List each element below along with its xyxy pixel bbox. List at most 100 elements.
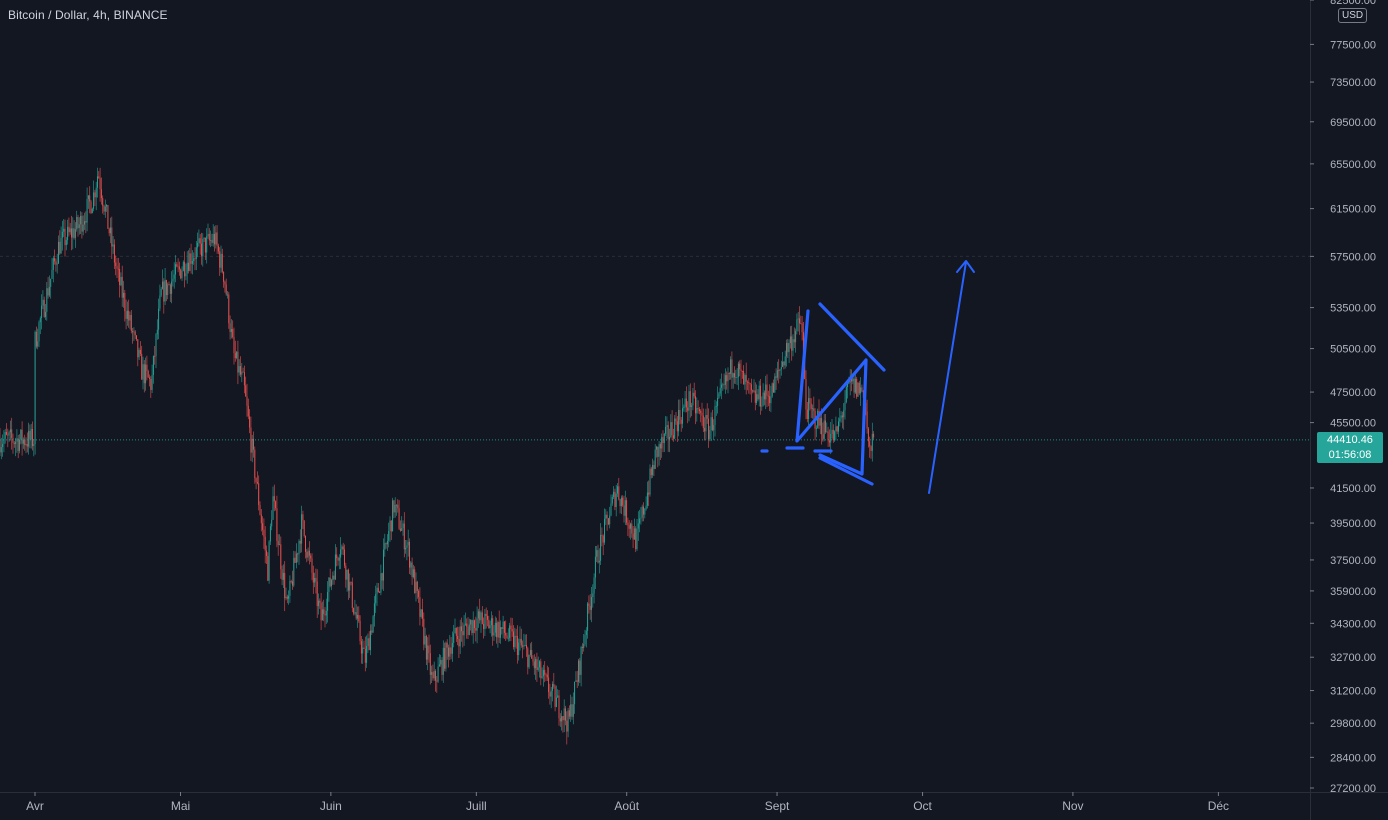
candle <box>52 255 54 283</box>
candle <box>85 211 87 234</box>
candle <box>211 233 213 247</box>
candle <box>754 382 756 411</box>
candle <box>367 633 369 653</box>
candle <box>544 661 546 683</box>
candle <box>82 215 84 236</box>
candle <box>275 500 277 511</box>
candle <box>783 360 785 370</box>
candle <box>548 667 550 699</box>
candle <box>216 225 218 254</box>
candle <box>536 652 538 682</box>
candle <box>181 266 183 281</box>
price-tick-label: 50500.00 <box>1330 344 1376 356</box>
candle <box>835 416 837 441</box>
candle <box>124 289 126 322</box>
candle <box>693 382 695 399</box>
candle <box>516 625 518 664</box>
candle <box>403 512 405 558</box>
candle <box>588 595 590 614</box>
candle <box>266 545 267 564</box>
candle <box>290 579 292 584</box>
candle <box>792 334 794 357</box>
candle <box>435 669 436 692</box>
candle <box>401 516 403 531</box>
candle <box>609 506 611 529</box>
candle <box>193 252 195 265</box>
candle <box>314 572 316 588</box>
candle <box>2 434 4 457</box>
candle <box>256 471 258 485</box>
candle <box>87 195 89 209</box>
candle <box>602 534 604 556</box>
candle <box>585 627 587 648</box>
candle <box>177 258 179 273</box>
candle <box>678 399 680 437</box>
candle <box>345 562 347 588</box>
candle <box>17 434 19 459</box>
candle <box>225 278 227 296</box>
candle <box>454 618 456 634</box>
candle <box>115 255 117 276</box>
candle <box>81 212 83 239</box>
candle <box>420 608 422 619</box>
candle <box>529 643 531 657</box>
candle <box>761 396 763 411</box>
candle <box>28 422 30 455</box>
candle <box>136 335 137 341</box>
candle <box>112 236 114 254</box>
candle <box>765 375 767 410</box>
candle <box>237 340 239 385</box>
last-price-tag: 44410.46 01:56:08 <box>1317 431 1383 463</box>
candle <box>320 592 322 630</box>
price-tick-label: 57500.00 <box>1330 251 1376 263</box>
candle <box>705 408 707 440</box>
candle <box>775 368 777 390</box>
candle <box>620 495 622 515</box>
candle <box>809 388 811 411</box>
candle <box>567 707 569 738</box>
candle <box>4 428 6 444</box>
price-tick-label: 73500.00 <box>1330 77 1376 89</box>
candle <box>178 261 180 276</box>
candle <box>519 626 521 651</box>
price-tick-label: 35900.00 <box>1330 586 1376 598</box>
candle <box>392 497 394 532</box>
candle <box>661 433 663 458</box>
candle <box>73 220 75 240</box>
candle <box>350 581 352 586</box>
candle <box>796 313 798 335</box>
candle <box>436 675 438 693</box>
candle <box>376 582 378 606</box>
candle <box>844 390 846 420</box>
candle <box>654 444 656 470</box>
candle <box>619 498 621 514</box>
candle <box>657 446 659 468</box>
candle <box>268 540 270 584</box>
candle <box>286 594 288 604</box>
month-label: Avr <box>26 799 44 813</box>
candle <box>102 195 104 214</box>
currency-badge[interactable]: USD <box>1338 8 1368 23</box>
candle <box>318 593 319 615</box>
candle <box>68 217 70 237</box>
candle <box>479 598 481 624</box>
candle <box>691 402 693 417</box>
candle <box>493 625 495 641</box>
candle <box>212 224 214 247</box>
month-label: Déc <box>1208 799 1229 813</box>
candle <box>474 619 475 634</box>
candle <box>227 291 228 299</box>
candle <box>845 383 847 404</box>
candle <box>784 350 786 369</box>
candle <box>399 520 401 532</box>
candle <box>303 520 305 538</box>
candle <box>419 587 421 626</box>
candle <box>570 694 572 722</box>
candle <box>33 439 35 457</box>
candle <box>281 565 283 586</box>
candle <box>571 696 573 720</box>
candle <box>743 365 745 385</box>
candle <box>511 617 513 637</box>
